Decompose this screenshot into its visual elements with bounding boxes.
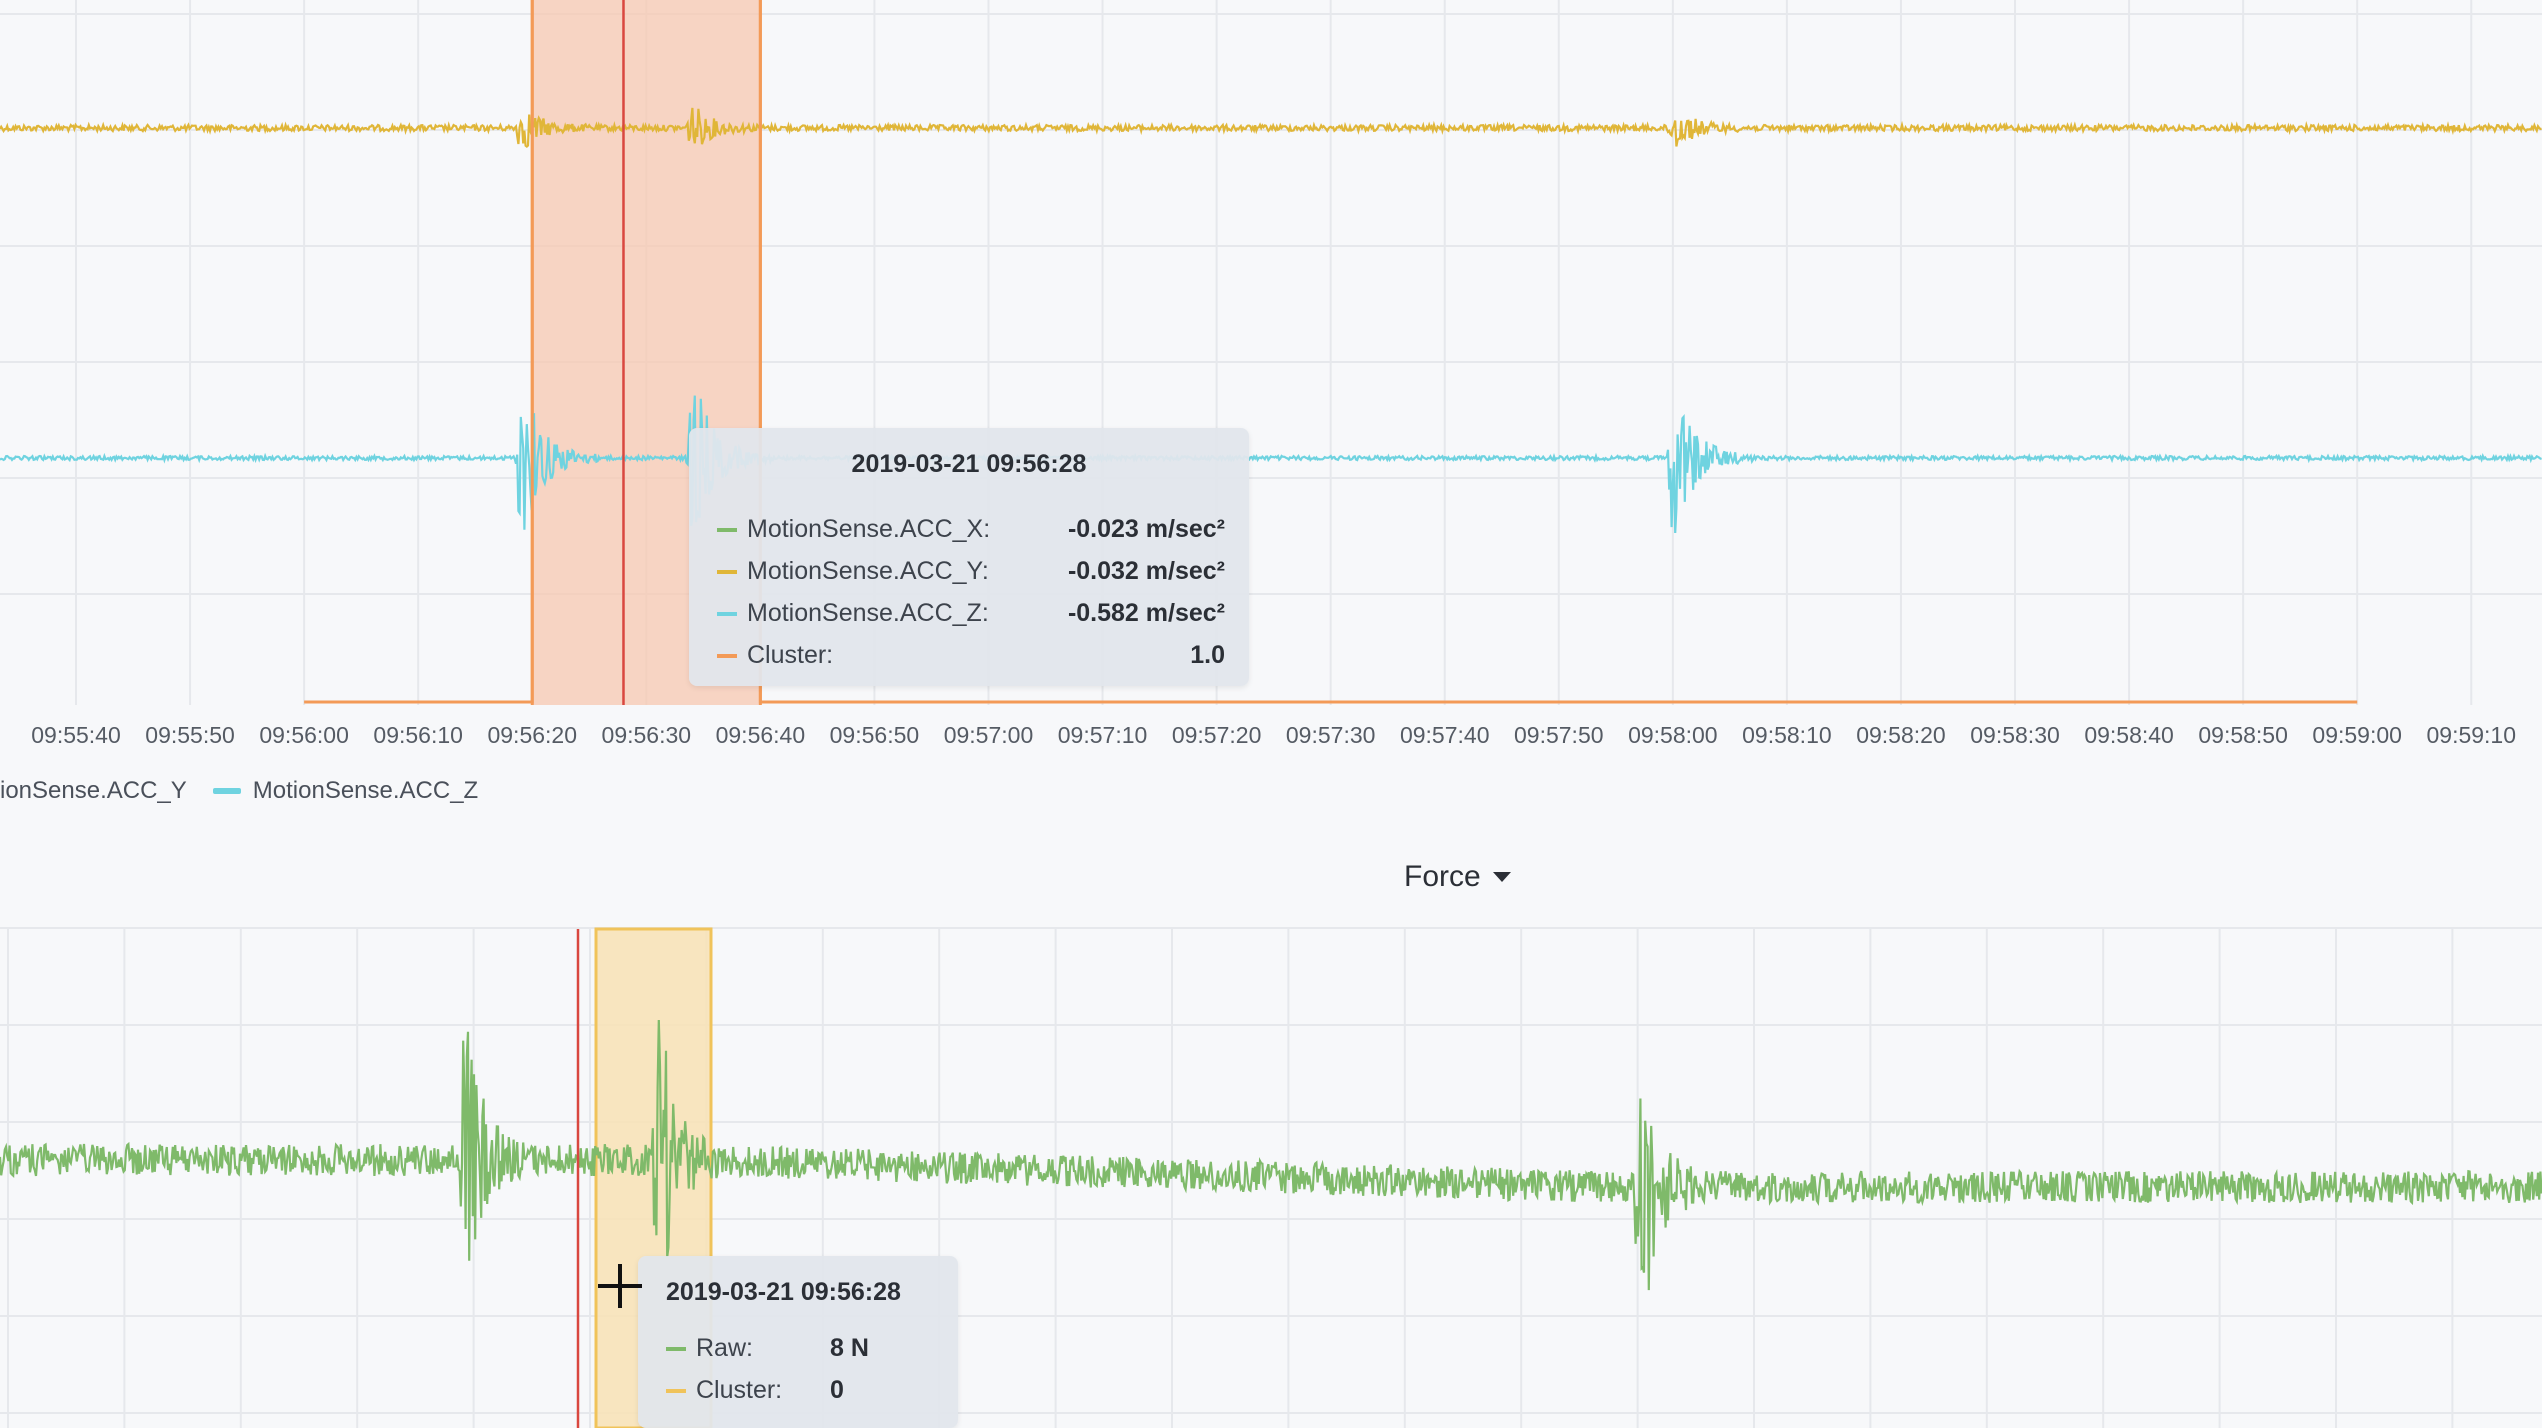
force-tooltip-row-cluster: Cluster: 0 — [638, 1376, 958, 1405]
tooltip-row-acc-y: MotionSense.ACC_Y: -0.032 m/sec² — [689, 557, 1249, 586]
swatch-force-cluster — [666, 1388, 686, 1393]
force-title-text: Force — [1404, 860, 1481, 893]
x-tick-label: 09:57:50 — [1514, 722, 1604, 748]
x-tick-label: 09:55:40 — [31, 722, 121, 748]
legend-label-acc-z: MotionSense.ACC_Z — [252, 777, 479, 804]
x-tick-label: 09:58:10 — [1742, 722, 1832, 748]
top-series — [0, 107, 2542, 534]
tooltip-timestamp: 2019-03-21 09:56:28 — [851, 450, 1087, 478]
x-tick-label: 09:57:40 — [1400, 722, 1490, 748]
force-tooltip-label-raw: Raw: — [696, 1334, 753, 1362]
swatch-acc-y — [717, 569, 737, 574]
tooltip-row-cluster: Cluster: 1.0 — [689, 641, 1249, 670]
tooltip-row-acc-x: MotionSense.ACC_X: -0.023 m/sec² — [689, 515, 1249, 544]
x-tick-label: 09:58:30 — [1970, 722, 2060, 748]
legend-label-acc-y: ionSense.ACC_Y — [0, 777, 187, 804]
force-tooltip-timestamp: 2019-03-21 09:56:28 — [666, 1278, 901, 1306]
x-tick-label: 09:58:50 — [2198, 722, 2288, 748]
bottom-series — [0, 1019, 2542, 1291]
series-acc-z — [0, 395, 2542, 534]
x-tick-label: 09:58:40 — [2084, 722, 2174, 748]
x-tick-label: 09:56:10 — [373, 722, 463, 748]
tooltip-value-acc-z: -0.582 m/sec² — [1067, 599, 1225, 627]
x-tick-label: 09:57:20 — [1172, 722, 1262, 748]
top-cluster — [304, 0, 2358, 704]
legend-item-acc-y[interactable]: ionSense.ACC_Y — [0, 777, 187, 805]
top-legend: ionSense.ACC_Y MotionSense.ACC_Z — [0, 774, 478, 808]
tooltip-label-acc-z: MotionSense.ACC_Z: — [747, 599, 989, 627]
caret-down-icon — [1492, 872, 1511, 882]
tooltip-label-acc-x: MotionSense.ACC_X: — [747, 515, 991, 543]
force-panel-title[interactable]: Force — [1404, 860, 1511, 894]
swatch-acc-z — [717, 611, 737, 616]
tooltip-value-acc-y: -0.032 m/sec² — [1067, 557, 1225, 585]
x-tick-label: 09:56:30 — [602, 722, 692, 748]
series-cluster — [304, 0, 2358, 704]
tooltip-label-cluster: Cluster: — [747, 641, 834, 669]
swatch-raw — [666, 1346, 686, 1351]
tooltip-value-cluster: 1.0 — [1190, 641, 1225, 669]
x-tick-label: 09:58:00 — [1628, 722, 1718, 748]
legend-item-acc-z[interactable]: MotionSense.ACC_Z — [203, 777, 478, 805]
swatch-acc-x — [717, 527, 737, 532]
x-tick-label: 09:56:00 — [259, 722, 349, 748]
top-x-axis: 009:55:4009:55:5009:56:0009:56:1009:56:2… — [31, 722, 2516, 748]
x-tick-label: 09:56:50 — [830, 722, 920, 748]
crosshair-cursor-icon — [598, 1264, 642, 1308]
x-tick-label: 09:55:50 — [145, 722, 235, 748]
force-tooltip: 2019-03-21 09:56:28 Raw: 8 N Cluster: 0 — [638, 1256, 958, 1428]
x-tick-label: 09:57:00 — [944, 722, 1034, 748]
x-tick-label: 09:59:10 — [2426, 722, 2516, 748]
series-acc-y — [0, 107, 2542, 149]
x-tick-label: 09:57:30 — [1286, 722, 1376, 748]
acceleration-tooltip: 2019-03-21 09:56:28 MotionSense.ACC_X: -… — [689, 428, 1249, 686]
x-tick-label: 09:59:00 — [2312, 722, 2402, 748]
tooltip-row-acc-z: MotionSense.ACC_Z: -0.582 m/sec² — [689, 599, 1249, 628]
x-tick-label: 09:58:20 — [1856, 722, 1946, 748]
force-tooltip-label-cluster: Cluster: — [696, 1376, 783, 1404]
swatch-cluster — [717, 653, 737, 658]
x-tick-label: 09:56:40 — [716, 722, 806, 748]
x-tick-label: 09:56:20 — [487, 722, 577, 748]
legend-swatch-acc-z — [212, 788, 241, 794]
tooltip-value-acc-x: -0.023 m/sec² — [1067, 515, 1225, 543]
force-tooltip-value-cluster: 0 — [830, 1376, 844, 1404]
force-tooltip-row-raw: Raw: 8 N — [638, 1334, 958, 1363]
x-tick-label: 09:57:10 — [1058, 722, 1148, 748]
force-tooltip-value-raw: 8 N — [830, 1334, 869, 1362]
acceleration-chart[interactable]: 009:55:4009:55:5009:56:0009:56:1009:56:2… — [0, 0, 2542, 770]
series-force-raw — [0, 1019, 2542, 1291]
tooltip-label-acc-y: MotionSense.ACC_Y: — [747, 557, 989, 585]
